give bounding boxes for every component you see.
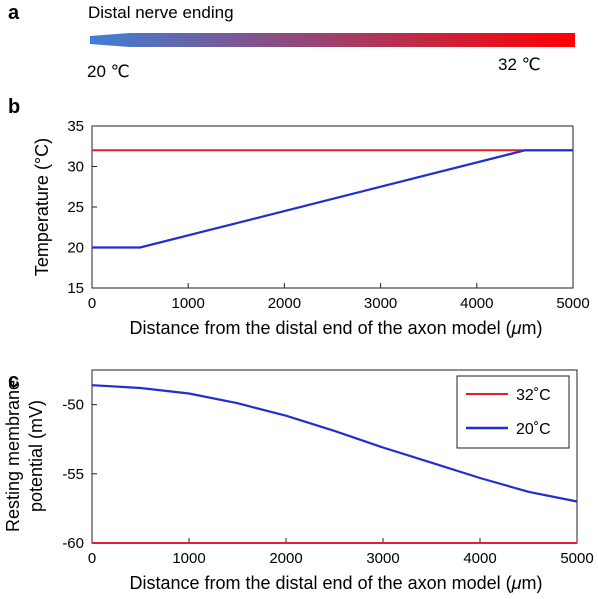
panel-c-ticks: 0 1000 2000 3000 4000 5000 -60 -55 -50 xyxy=(62,397,593,567)
nerve-gradient-bar xyxy=(90,33,575,47)
panel-c-series-line-1 xyxy=(91,384,578,503)
panel-b-xlabel-main: Distance from the distal end of the axon… xyxy=(129,318,511,338)
panel-c-legend: 32˚C 20˚C xyxy=(456,375,570,449)
panel-b-series-line-1 xyxy=(92,149,573,249)
panel-b-ytick-label: 25 xyxy=(67,199,84,216)
panel-a-title: Distal nerve ending xyxy=(88,3,234,22)
legend-label-32c: 32˚C xyxy=(516,387,551,404)
panel-c-ylabel-line2: potential (mV) xyxy=(26,400,46,512)
panel-b-xtick-label: 2000 xyxy=(268,295,301,312)
panel-b-xtick-label: 1000 xyxy=(172,295,205,312)
panel-c-xtick-label: 4000 xyxy=(463,550,496,567)
panel-c-label: c xyxy=(8,370,19,392)
panel-b-xtick-label: 5000 xyxy=(556,295,589,312)
panel-b-xlabel-mu: μ xyxy=(511,318,522,338)
panel-c-ylabel-line1: Resting membrane xyxy=(3,380,23,532)
panel-b-ytick-label: 20 xyxy=(67,240,84,257)
panel-b-label: b xyxy=(8,96,20,118)
panel-a-right-temp: 32 ℃ xyxy=(498,55,541,74)
panel-c-xtick-label: 0 xyxy=(88,550,96,567)
panel-c-series xyxy=(91,384,578,544)
panel-a-left-temp: 20 ℃ xyxy=(87,62,130,81)
legend-label-20c: 20˚C xyxy=(516,421,551,438)
panel-c-xlabel: Distance from the distal end of the axon… xyxy=(129,573,542,593)
panel-c-ytick-label: -50 xyxy=(62,397,84,414)
panel-b-ytick-label: 35 xyxy=(67,118,84,135)
panel-b-series xyxy=(92,149,573,249)
panel-a: a Distal nerve ending 20 ℃ 32 ℃ xyxy=(8,2,575,81)
panel-b-ylabel: Temperature (°C) xyxy=(32,138,52,276)
panel-b-xtick-label: 0 xyxy=(88,295,96,312)
panel-b-xtick-label: 3000 xyxy=(364,295,397,312)
panel-c-ytick-label: -60 xyxy=(62,535,84,552)
panel-c-xtick-label: 1000 xyxy=(172,550,205,567)
panel-b-xlabel: Distance from the distal end of the axon… xyxy=(129,318,542,338)
panel-b-ticks: 0 1000 2000 3000 4000 5000 15 20 25 30 35 xyxy=(67,118,589,312)
panel-b-ytick-label: 15 xyxy=(67,280,84,297)
panel-b-xlabel-tail: m) xyxy=(522,318,543,338)
panel-c-xlabel-tail: m) xyxy=(522,573,543,593)
panel-b-xtick-label: 4000 xyxy=(460,295,493,312)
panel-c-xlabel-main: Distance from the distal end of the axon… xyxy=(129,573,511,593)
panel-b-ytick-label: 30 xyxy=(67,159,84,176)
panel-c-xlabel-mu: μ xyxy=(511,573,522,593)
panel-c-ytick-label: -55 xyxy=(62,466,84,483)
panel-c-xtick-label: 3000 xyxy=(366,550,399,567)
panel-a-label: a xyxy=(8,2,20,24)
legend-box xyxy=(456,375,570,449)
panel-c: c 0 1000 2000 3000 4000 5000 -60 -55 -50 Resting… xyxy=(3,369,594,593)
panel-b: b 0 1000 2000 3000 4000 5000 15 20 25 30 35 Temper… xyxy=(8,96,590,338)
panel-c-xtick-label: 5000 xyxy=(560,550,593,567)
panel-c-xtick-label: 2000 xyxy=(269,550,302,567)
